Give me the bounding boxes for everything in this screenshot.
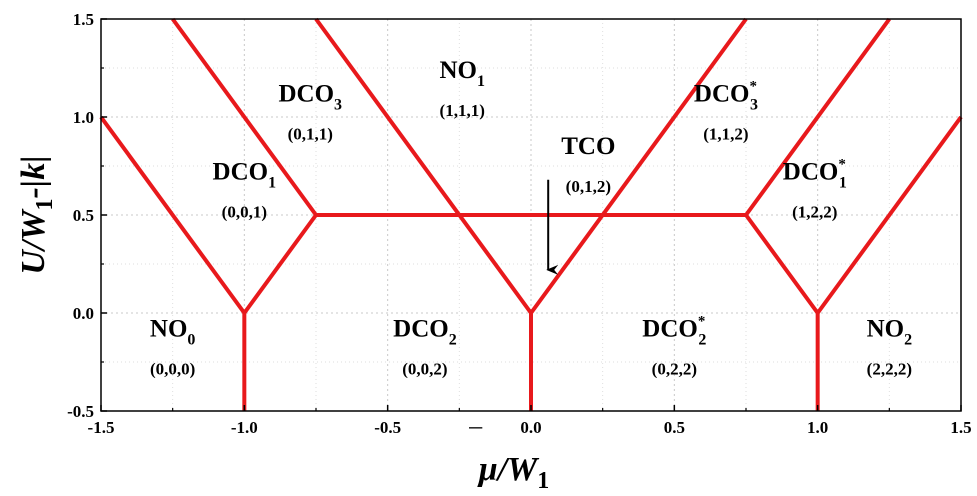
x-tick-label: 1.5 [950,418,971,437]
region-superscript: * [749,78,757,94]
x-axis-title: μ/W1 [477,451,550,494]
region-name-text: NO [150,316,188,343]
phase-boundary-line-9 [744,213,820,315]
region-superscript: * [698,314,706,330]
y-tick-label: 1.0 [73,108,94,127]
region-name-text: DCO [694,80,750,107]
region-label-group: DCO1(0,0,1) [213,159,277,222]
x-axis-title-mu: μ [477,451,498,488]
phase-boundary-line-6 [529,17,748,315]
region-subscript: 1 [839,175,847,192]
phase-boundary-line-1 [242,213,318,315]
phase-boundaries [99,17,963,411]
x-tick-label: 1.0 [807,418,828,437]
region-subscript: 0 [187,332,195,349]
x-axis-title-overbar: ‾ [469,425,483,462]
phase-boundary-line-0 [99,115,246,315]
region-subscript: 2 [698,332,706,349]
region-code: (0,0,0) [150,360,195,379]
axis-ticks: -1.5 -1.0 -0.5 0.0 0.5 1.0 1.5 -0.5 0.0 0.5 1.0 1.5 [67,10,972,437]
region-name-text: TCO [561,133,615,160]
x-tick-label: 0.0 [520,418,541,437]
region-label-group: NO0 (0,0,0) [150,316,196,379]
region-label-group: NO2 (2,2,2) [867,316,913,379]
region-subscript: 1 [268,175,276,192]
region-name: DCO* 3 [694,78,758,113]
region-name-text: DCO [213,159,269,186]
region-subscript: 3 [750,96,758,113]
y-tick-label: 0.5 [73,206,94,225]
region-label-group: DCO* 1(1,2,2) [783,157,847,222]
region-label-group: DCO2(0,0,2) [393,316,457,379]
region-code: (0,1,1) [288,124,333,143]
region-label-group: DCO* 2(0,2,2) [642,314,706,379]
y-axis-title-b: -|k| [15,155,52,198]
region-name: DCO* 2 [642,314,706,349]
region-superscript: * [838,157,846,173]
region-name-text: DCO [278,80,334,107]
region-code: (1,2,2) [792,203,837,222]
y-tick-label: 1.5 [73,10,94,29]
region-name-text: DCO [393,316,449,343]
region-name-text: NO [439,57,477,84]
region-name: DCO* 1 [783,157,847,192]
region-label-group: NO1 (1,1,1) [439,57,485,120]
region-subscript: 3 [334,96,342,113]
y-axis-title-sub: 1 [32,199,58,211]
region-code: (1,1,2) [703,124,748,143]
region-name-text: DCO [642,316,698,343]
phase-boundary-line-3 [171,17,318,217]
y-tick-label: 0.0 [73,304,94,323]
region-code: (0,1,2) [566,177,611,196]
region-code: (0,2,2) [652,360,697,379]
phase-boundary-line-5 [314,17,533,315]
region-code: (0,0,1) [222,203,267,222]
y-tick-label: -0.5 [67,402,94,421]
region-code: (0,0,2) [402,360,447,379]
region-name: TCO [561,133,615,160]
region-code: (2,2,2) [867,360,912,379]
x-tick-label: -1.0 [231,418,258,437]
region-name: NO0 [150,316,196,349]
region-name: NO2 [867,316,913,349]
region-code: (1,1,1) [440,101,485,120]
region-label-group: DCO3(0,1,1) [278,80,342,143]
phase-boundary-line-8 [744,17,891,217]
region-name: NO1 [439,57,485,90]
region-label-group: TCO (0,1,2) [561,133,615,196]
phase-boundary-line-10 [816,115,963,315]
region-name: DCO3 [278,80,342,113]
x-tick-label: -0.5 [374,418,401,437]
region-name: DCO1 [213,159,277,192]
region-subscript: 2 [449,332,457,349]
y-axis-title: U/W1-|k| [15,155,58,275]
y-axis-title-a: U/W [15,208,52,275]
x-tick-label: 0.5 [664,418,685,437]
region-subscript: 2 [904,332,912,349]
region-name-text: DCO [783,159,839,186]
region-labels: NO0(0,0,0)DCO1(0,0,1)DCO3(0,1,1)DCO2(0,0… [150,57,912,379]
region-subscript: 1 [477,73,485,90]
region-name-text: NO [867,316,905,343]
x-axis-title-sub: 1 [537,468,549,494]
x-tick-label: -1.5 [88,418,115,437]
x-axis-title-rest: /W [495,451,540,488]
region-label-group: DCO* 3(1,1,2) [694,78,758,143]
region-name: DCO2 [393,316,457,349]
